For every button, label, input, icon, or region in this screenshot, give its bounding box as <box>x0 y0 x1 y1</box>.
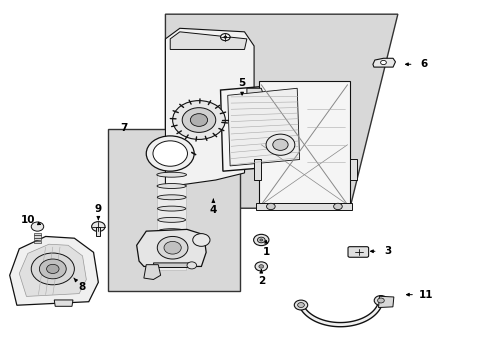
Text: 7: 7 <box>120 123 127 133</box>
Circle shape <box>220 33 230 41</box>
Text: 3: 3 <box>384 246 391 256</box>
Circle shape <box>380 60 386 65</box>
Polygon shape <box>349 159 356 180</box>
Bar <box>34 241 41 243</box>
Bar <box>34 233 41 235</box>
Ellipse shape <box>158 229 185 234</box>
Polygon shape <box>170 32 246 49</box>
Circle shape <box>294 300 307 310</box>
Polygon shape <box>157 173 185 270</box>
Circle shape <box>31 253 74 285</box>
Text: 6: 6 <box>420 59 427 69</box>
Circle shape <box>333 203 342 210</box>
Polygon shape <box>143 265 160 279</box>
Polygon shape <box>165 28 254 187</box>
Polygon shape <box>19 244 86 296</box>
Circle shape <box>266 203 275 210</box>
Text: 5: 5 <box>238 78 245 88</box>
Circle shape <box>163 242 181 254</box>
Circle shape <box>157 237 187 259</box>
Text: 2: 2 <box>257 275 264 285</box>
Circle shape <box>224 36 226 38</box>
Circle shape <box>31 222 43 231</box>
Circle shape <box>153 141 187 166</box>
Polygon shape <box>10 237 98 305</box>
Polygon shape <box>220 83 306 171</box>
Polygon shape <box>227 88 299 166</box>
Polygon shape <box>165 14 397 208</box>
Bar <box>96 227 100 237</box>
Circle shape <box>190 114 207 126</box>
Bar <box>34 235 41 238</box>
Circle shape <box>91 222 105 231</box>
Circle shape <box>146 136 194 171</box>
Polygon shape <box>54 300 73 306</box>
Polygon shape <box>246 88 263 102</box>
Polygon shape <box>254 159 261 180</box>
Circle shape <box>377 298 384 303</box>
Circle shape <box>46 264 59 274</box>
Circle shape <box>40 259 66 279</box>
Text: 1: 1 <box>262 247 269 257</box>
Circle shape <box>182 108 215 132</box>
Polygon shape <box>153 263 191 267</box>
Circle shape <box>258 265 263 268</box>
Ellipse shape <box>157 206 185 211</box>
FancyBboxPatch shape <box>347 247 368 257</box>
Polygon shape <box>137 229 206 266</box>
Circle shape <box>297 302 304 307</box>
Polygon shape <box>372 58 395 67</box>
Circle shape <box>257 237 264 243</box>
Text: 9: 9 <box>95 204 102 214</box>
Ellipse shape <box>159 262 184 267</box>
Circle shape <box>172 100 225 139</box>
Polygon shape <box>258 81 349 208</box>
Circle shape <box>259 239 262 241</box>
Polygon shape <box>378 296 393 307</box>
Ellipse shape <box>158 240 184 245</box>
Ellipse shape <box>157 172 186 177</box>
Ellipse shape <box>157 184 186 189</box>
Bar <box>108 129 239 291</box>
Circle shape <box>265 134 294 155</box>
Text: 10: 10 <box>20 215 35 225</box>
Ellipse shape <box>157 195 185 200</box>
Ellipse shape <box>158 217 185 222</box>
Polygon shape <box>256 203 351 210</box>
Circle shape <box>255 262 267 271</box>
Circle shape <box>186 262 196 269</box>
Circle shape <box>253 234 268 246</box>
Circle shape <box>373 296 387 305</box>
Circle shape <box>192 234 209 246</box>
Text: 8: 8 <box>78 282 85 292</box>
Ellipse shape <box>158 251 184 256</box>
Text: 11: 11 <box>418 290 432 300</box>
Circle shape <box>272 139 287 150</box>
Text: 4: 4 <box>209 205 217 215</box>
Bar <box>34 238 41 240</box>
